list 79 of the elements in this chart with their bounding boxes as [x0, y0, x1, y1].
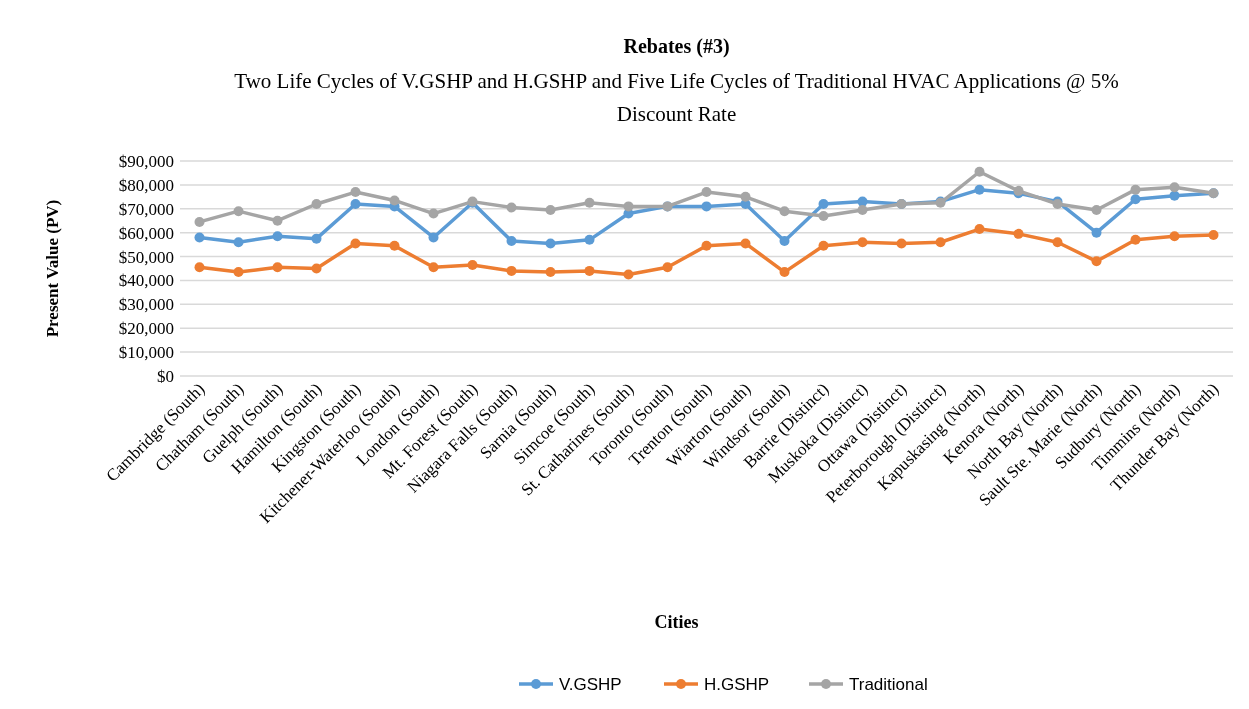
point: [272, 231, 283, 242]
y-tick-label: $50,000: [118, 247, 174, 267]
y-tick-label: $90,000: [118, 151, 174, 171]
point: [506, 202, 517, 213]
point: [701, 201, 712, 212]
y-tick-label: $10,000: [118, 343, 174, 363]
point: [350, 187, 361, 198]
point: [311, 263, 322, 274]
point: [1208, 230, 1219, 241]
point: [311, 233, 322, 244]
y-tick-label: $70,000: [118, 199, 174, 219]
legend-label: V.GSHP: [559, 674, 622, 694]
point: [545, 267, 556, 278]
chart-title: Rebates (#3): [623, 35, 730, 58]
point: [857, 204, 868, 215]
point: [350, 199, 361, 209]
point: [272, 215, 283, 226]
point: [701, 240, 712, 251]
point: [233, 267, 244, 278]
point: [1091, 204, 1102, 215]
point: [1091, 256, 1102, 267]
point: [1013, 228, 1024, 239]
point: [584, 234, 595, 245]
point: [1130, 184, 1141, 195]
point: [935, 237, 946, 248]
point: [350, 238, 361, 249]
point: [1130, 194, 1141, 205]
y-tick-label: $30,000: [118, 295, 174, 315]
point: [974, 184, 985, 195]
y-tick-label: $20,000: [118, 319, 174, 339]
point: [545, 204, 556, 215]
point: [428, 232, 439, 243]
point: [896, 238, 907, 249]
point: [974, 224, 985, 235]
y-tick-label: $80,000: [118, 175, 174, 195]
chart-subtitle: Two Life Cycles of V.GSHP and H.GSHP and Five Life Cycles of Traditional HVAC Applications @ 5% Discount Rate: [234, 69, 1119, 126]
y-tick-label: $40,000: [118, 271, 174, 291]
point: [818, 199, 829, 209]
point: [506, 265, 517, 276]
point: [779, 267, 790, 278]
point: [740, 191, 751, 202]
point: [818, 240, 829, 251]
point: [1052, 237, 1063, 248]
point: [623, 269, 634, 280]
point: [662, 262, 673, 273]
point: [974, 166, 985, 177]
y-tick-label: $0: [157, 366, 174, 386]
point: [311, 199, 322, 209]
point: [818, 210, 829, 221]
point: [389, 240, 400, 251]
point: [389, 195, 400, 206]
point: [194, 262, 205, 273]
x-axis-title: Cities: [654, 612, 699, 632]
legend-label: Traditional: [849, 674, 928, 694]
point: [779, 206, 790, 217]
point: [740, 238, 751, 249]
point: [1169, 182, 1180, 193]
point: [428, 262, 439, 273]
y-tick-label: $60,000: [118, 223, 174, 243]
point: [428, 208, 439, 219]
point: [584, 265, 595, 276]
point: [194, 232, 205, 243]
point: [1169, 231, 1180, 242]
point: [584, 197, 595, 208]
y-axis-title: Present Value (PV): [43, 199, 62, 338]
point: [623, 201, 634, 212]
point: [233, 237, 244, 248]
point: [506, 236, 517, 247]
point: [233, 206, 244, 217]
point: [1091, 227, 1102, 238]
point: [857, 237, 868, 248]
point: [1130, 234, 1141, 245]
point: [701, 187, 712, 198]
legend-label: H.GSHP: [704, 674, 770, 694]
point: [545, 238, 556, 249]
point: [779, 236, 790, 247]
point: [194, 216, 205, 227]
point: [272, 262, 283, 273]
point: [467, 259, 478, 270]
